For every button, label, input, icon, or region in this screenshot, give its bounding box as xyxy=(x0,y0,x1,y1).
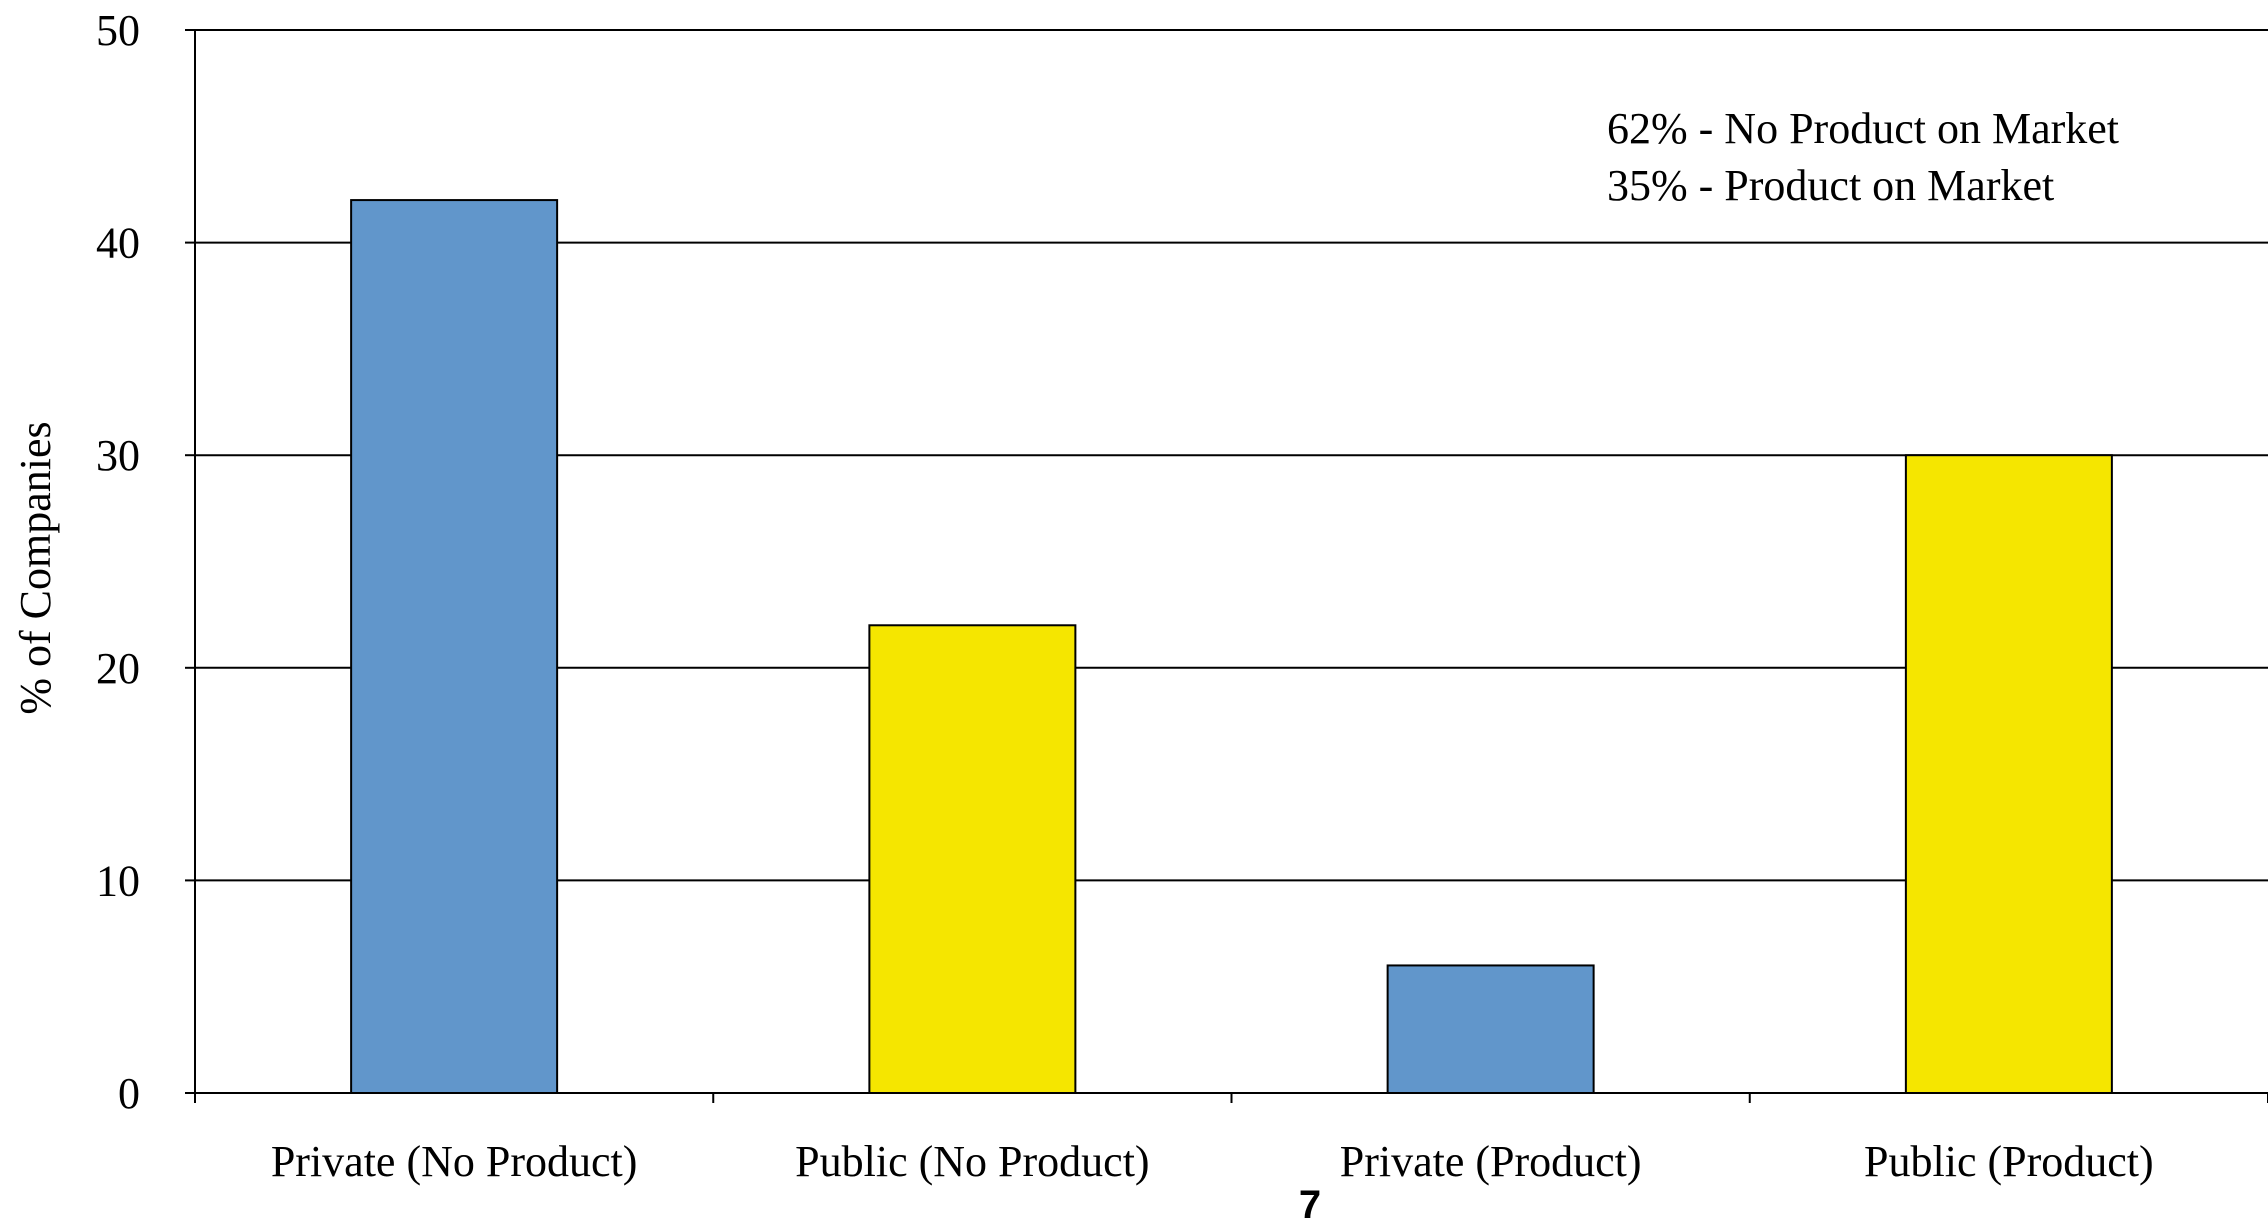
y-tick-label: 30 xyxy=(96,431,140,480)
y-axis-title: % of Companies xyxy=(11,421,60,714)
y-tick-labels: 0 10 20 30 40 50 xyxy=(96,6,140,1118)
y-tick-label: 10 xyxy=(96,856,140,905)
page-number: 7 xyxy=(1299,1183,1321,1224)
y-tick-label: 20 xyxy=(96,644,140,693)
annotations: 62% - No Product on Market 35% - Product … xyxy=(1607,104,2119,210)
bar xyxy=(1904,454,2113,1094)
bar xyxy=(868,624,1077,1095)
axes xyxy=(194,30,2268,1094)
x-tick-label: Public (No Product) xyxy=(795,1137,1149,1186)
x-tick-label: Private (Product) xyxy=(1340,1137,1642,1186)
y-tick-label: 40 xyxy=(96,219,140,268)
x-tick-label: Public (Product) xyxy=(1864,1137,2154,1186)
y-tick-label: 50 xyxy=(96,6,140,55)
x-tick-labels: Private (No Product) Public (No Product) P… xyxy=(271,1137,2154,1186)
annotation-line: 35% - Product on Market xyxy=(1607,161,2054,210)
x-tick-label: Private (No Product) xyxy=(271,1137,638,1186)
bars xyxy=(350,199,2113,1095)
y-tick-label: 0 xyxy=(118,1069,140,1118)
bar xyxy=(1386,964,1595,1094)
annotation-line: 62% - No Product on Market xyxy=(1607,104,2119,153)
bar xyxy=(350,199,559,1094)
